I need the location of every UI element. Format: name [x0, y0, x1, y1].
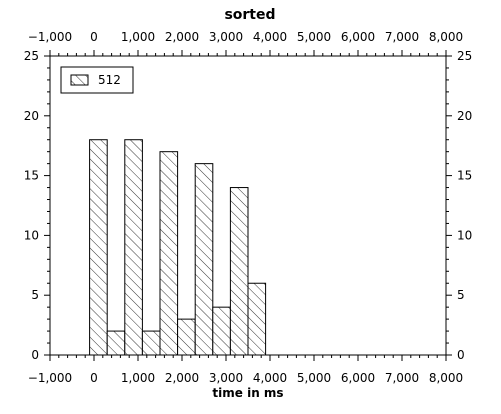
x-tick-label-top: 2,000 [165, 30, 199, 44]
bar-6 [194, 163, 214, 356]
y-tick-label-left: 15 [24, 169, 39, 183]
legend-label: 512 [98, 73, 121, 87]
plot-frame [49, 55, 447, 356]
y-tick-label-left: 0 [31, 348, 39, 362]
x-tick-label-bottom: 5,000 [297, 371, 331, 385]
x-tick-label-top: 0 [90, 30, 98, 44]
x-tick-label-bottom: 2,000 [165, 371, 199, 385]
bar-7 [212, 306, 231, 356]
x-tick-label-top: 5,000 [297, 30, 331, 44]
bar-0 [89, 139, 108, 356]
bar-9 [247, 282, 267, 356]
x-tick-label-top: 8,000 [429, 30, 463, 44]
x-axis-title: time in ms [212, 386, 283, 400]
chart-title: sorted [224, 7, 275, 23]
x-tick-label-bottom: 1,000 [121, 371, 155, 385]
x-tick-label-bottom: 8,000 [429, 371, 463, 385]
x-tick-label-top: 1,000 [121, 30, 155, 44]
bar-2 [124, 139, 143, 356]
y-tick-label-left: 5 [31, 288, 39, 302]
bar-4 [159, 151, 179, 356]
x-tick-label-bottom: 0 [90, 371, 98, 385]
x-tick-label-bottom: 3,000 [209, 371, 243, 385]
y-tick-label-right: 15 [457, 169, 472, 183]
bar-5 [177, 318, 196, 356]
bar-1 [106, 330, 126, 356]
bars-layer [89, 139, 267, 356]
bar-3 [141, 330, 161, 356]
bar-8 [229, 187, 249, 356]
x-tick-label-top: 6,000 [341, 30, 375, 44]
x-tick-label-top: −1,000 [28, 30, 72, 44]
x-tick-label-top: 4,000 [253, 30, 287, 44]
y-tick-label-right: 20 [457, 109, 472, 123]
y-tick-label-left: 20 [24, 109, 39, 123]
x-tick-label-bottom: 6,000 [341, 371, 375, 385]
legend-swatch [70, 74, 89, 86]
y-tick-label-left: 25 [24, 49, 39, 63]
y-tick-label-right: 5 [457, 288, 465, 302]
legend: 512 [60, 66, 134, 94]
y-tick-label-right: 0 [457, 348, 465, 362]
y-tick-label-right: 10 [457, 228, 472, 242]
x-tick-label-bottom: 7,000 [385, 371, 419, 385]
x-tick-label-top: 3,000 [209, 30, 243, 44]
y-tick-label-left: 10 [24, 228, 39, 242]
x-tick-label-bottom: 4,000 [253, 371, 287, 385]
axes-layer: −1,000 −1,000 0 0 1,000 1,000 2,000 2,000 3,000 3… [24, 30, 473, 385]
x-tick-label-top: 7,000 [385, 30, 419, 44]
y-tick-label-right: 25 [457, 49, 472, 63]
x-tick-label-bottom: −1,000 [28, 371, 72, 385]
